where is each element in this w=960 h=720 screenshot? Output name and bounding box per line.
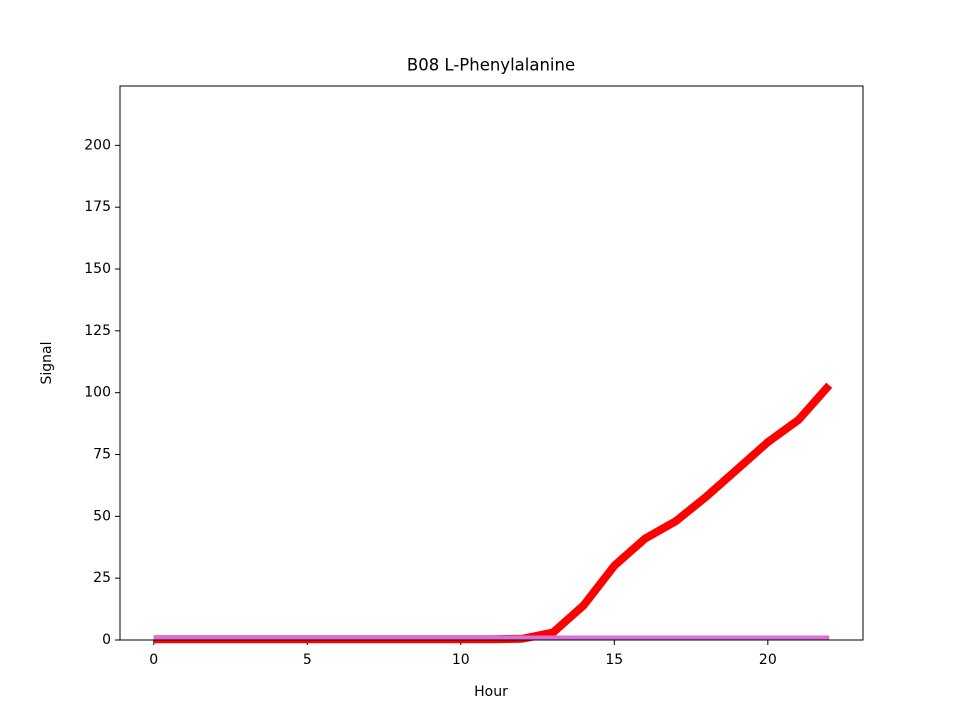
chart-title: B08 L-Phenylalanine	[407, 56, 575, 75]
y-tick-label: 100	[84, 385, 111, 401]
y-tick-label: 25	[93, 570, 111, 586]
y-tick-label: 0	[102, 632, 111, 648]
x-tick-label: 0	[149, 652, 158, 668]
plot-frame	[119, 85, 864, 641]
y-axis-label: Signal	[39, 341, 55, 384]
x-tick-label: 20	[759, 652, 777, 668]
x-tick-label: 15	[605, 652, 623, 668]
y-tick-label: 125	[84, 323, 111, 339]
x-tick-label: 5	[303, 652, 312, 668]
data-line	[153, 382, 833, 644]
x-tick-label: 10	[452, 652, 470, 668]
x-axis-label: Hour	[474, 684, 508, 700]
y-tick-label: 50	[93, 508, 111, 524]
y-tick-label: 200	[84, 137, 111, 153]
y-tick-label: 150	[84, 261, 111, 277]
y-tick-label: 75	[93, 447, 111, 463]
y-tick-label: 175	[84, 199, 111, 215]
